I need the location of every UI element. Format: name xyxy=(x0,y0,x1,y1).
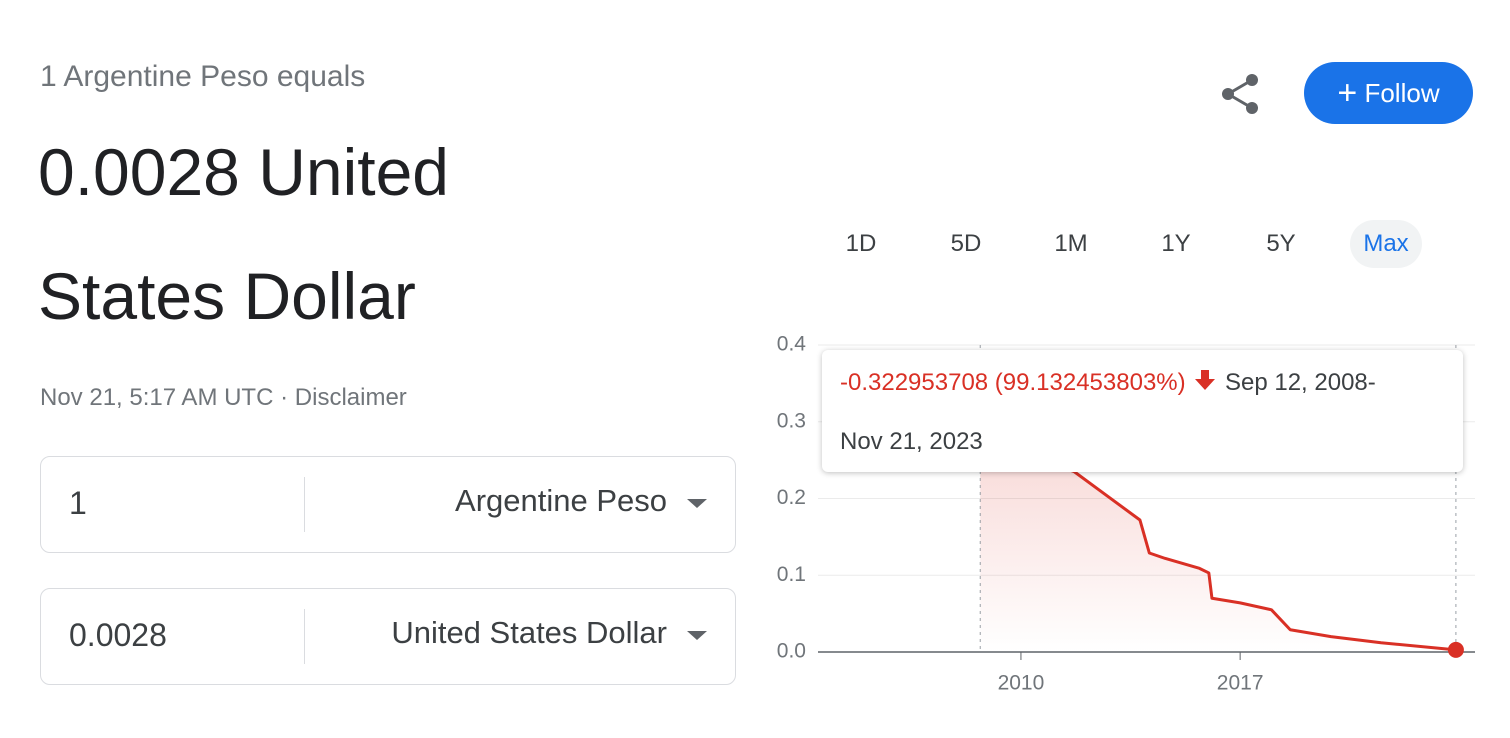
separator: · xyxy=(280,384,289,411)
plus-icon: + xyxy=(1337,74,1358,112)
follow-label: Follow xyxy=(1364,78,1440,108)
currency-select[interactable]: Argentine Peso xyxy=(455,483,667,518)
follow-button[interactable]: + Follow xyxy=(1304,62,1473,124)
down-arrow xyxy=(1195,370,1216,390)
x-tick-label: 2017 xyxy=(1217,672,1264,695)
y-tick-label: 0.0 xyxy=(777,640,806,663)
y-tick-label: 0.3 xyxy=(777,409,806,432)
converter-row: 0.0028 United States Dollar xyxy=(40,588,736,685)
area-fill xyxy=(980,402,1456,652)
range-tab[interactable]: 5Y xyxy=(1266,230,1296,257)
converter-row: 1 Argentine Peso xyxy=(40,456,736,553)
range-tab[interactable]: 1Y xyxy=(1161,230,1191,257)
dropdown-caret xyxy=(687,499,707,508)
tooltip-change: -0.322953708 (99.132453803%) xyxy=(840,369,1186,396)
divider xyxy=(304,609,305,664)
dropdown-caret xyxy=(687,631,707,640)
tooltip-end: Nov 21, 2023 xyxy=(840,428,983,455)
tooltip-start: Sep 12, 2008- xyxy=(1224,369,1376,396)
range-tab[interactable]: 1M xyxy=(1054,230,1088,257)
tooltip: -0.322953708 (99.132453803%) Sep 12, 200… xyxy=(822,350,1463,472)
share-icon[interactable] xyxy=(1218,70,1266,118)
range-tab[interactable]: 5D xyxy=(950,230,982,257)
tooltip-line1: -0.322953708 (99.132453803%) Sep 12, 200… xyxy=(840,368,1376,397)
timestamp: Nov 21, 5:17 AM UTC xyxy=(40,384,274,411)
subtitle: 1 Argentine Peso equals xyxy=(40,60,366,93)
result: 0.0028 United States Dollar xyxy=(38,135,449,333)
end-dot xyxy=(1447,641,1464,658)
disclaimer[interactable]: Disclaimer xyxy=(294,384,407,411)
y-tick-label: 0.2 xyxy=(777,486,806,509)
amount-input[interactable]: 1 xyxy=(69,485,87,521)
x-tick-label: 2010 xyxy=(998,672,1045,695)
timestamp-row: Nov 21, 5:17 AM UTC · Disclaimer xyxy=(40,384,407,412)
amount-input[interactable]: 0.0028 xyxy=(69,617,167,653)
currency-select[interactable]: United States Dollar xyxy=(391,615,667,650)
divider xyxy=(304,477,305,532)
range-tab[interactable]: Max xyxy=(1350,220,1422,268)
range-tab[interactable]: 1D xyxy=(845,230,877,257)
y-tick-label: 0.4 xyxy=(777,333,807,356)
y-tick-label: 0.1 xyxy=(777,563,806,586)
